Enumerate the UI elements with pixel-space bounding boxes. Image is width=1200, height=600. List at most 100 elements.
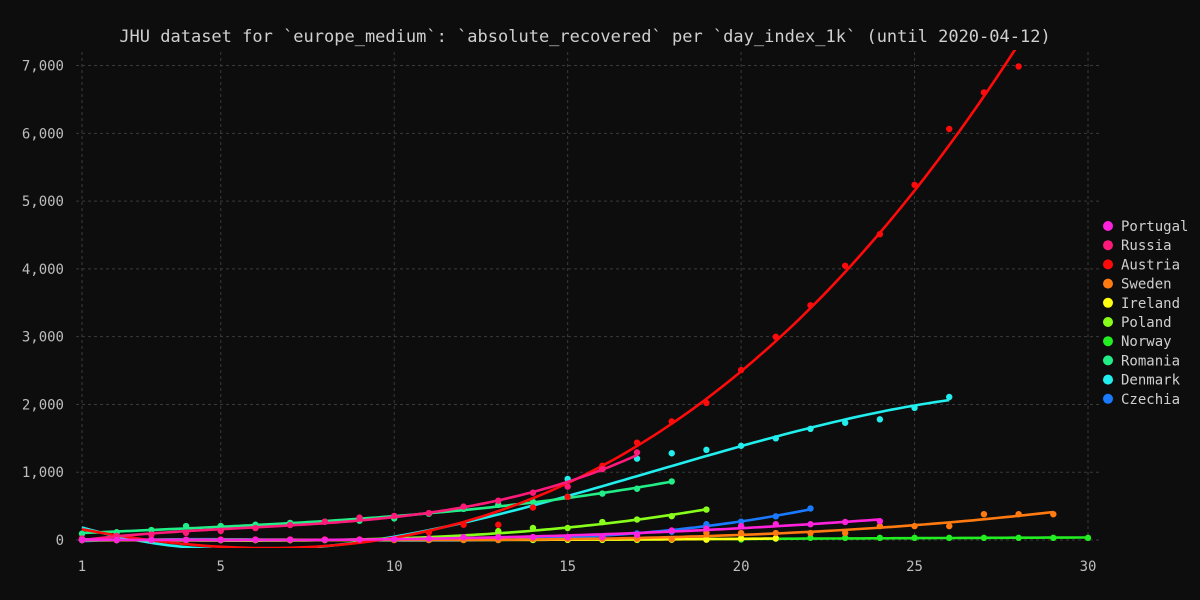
data-point: [564, 483, 571, 490]
data-point: [217, 527, 224, 535]
data-point: [772, 333, 779, 341]
data-point: [564, 493, 571, 501]
x-tick-label: 25: [906, 559, 923, 575]
data-point: [252, 536, 259, 543]
axes: 1 5 10 15 20 25 3001,0002,0003,0004,0005,0006,…: [22, 59, 1097, 575]
data-point: [529, 524, 537, 532]
y-tick-label: 1,000: [22, 465, 64, 481]
data-point: [460, 503, 467, 510]
data-point: [599, 533, 606, 541]
data-point: [495, 533, 502, 541]
data-point: [946, 393, 953, 401]
data-point: [529, 533, 537, 541]
data-point: [946, 125, 953, 133]
data-point: [841, 518, 849, 526]
data-point: [668, 535, 675, 543]
data-point: [113, 536, 120, 544]
data-point: [737, 518, 745, 525]
series-line: [81, 453, 638, 542]
data-point: [1050, 510, 1057, 518]
data-point: [599, 465, 606, 473]
y-tick-label: 4,000: [22, 262, 64, 278]
data-point: [703, 399, 710, 407]
data-point: [495, 521, 502, 528]
data-point: [703, 446, 710, 454]
data-point: [217, 522, 224, 530]
data-point: [529, 504, 537, 511]
data-point: [841, 529, 849, 537]
data-point: [807, 521, 814, 528]
data-point: [529, 489, 537, 496]
data-point: [841, 419, 849, 426]
data-point: [599, 518, 606, 526]
data-point: [911, 534, 918, 542]
legend-marker: [1103, 259, 1113, 270]
data-point: [876, 522, 884, 530]
data-point: [668, 512, 675, 520]
chart-title: JHU dataset for `europe_medium`: `absolu…: [119, 27, 1050, 47]
legend-marker: [1103, 374, 1113, 385]
legend-marker: [1103, 355, 1113, 366]
data-point: [633, 449, 641, 456]
data-point: [668, 478, 675, 485]
data-point: [668, 527, 675, 534]
data-point: [78, 530, 86, 537]
data-point: [703, 529, 710, 537]
data-point: [946, 534, 953, 542]
data-point: [1015, 63, 1022, 70]
x-tick-label: 10: [386, 559, 403, 575]
plot-area: [78, 50, 1092, 548]
data-point: [772, 513, 779, 520]
legend-label: Austria: [1121, 257, 1180, 273]
data-point: [772, 535, 779, 542]
data-point: [807, 534, 814, 542]
data-point: [182, 522, 190, 530]
data-point: [460, 533, 467, 541]
data-point: [217, 536, 224, 543]
data-point: [807, 302, 814, 309]
data-point: [425, 535, 433, 542]
data-point: [876, 534, 884, 542]
data-point: [772, 521, 779, 528]
legend-marker: [1103, 240, 1113, 251]
data-point: [148, 526, 155, 534]
data-point: [391, 535, 398, 543]
data-point: [737, 366, 745, 374]
x-tick-label: 5: [217, 559, 225, 575]
legend-label: Poland: [1121, 315, 1172, 331]
legend-label: Norway: [1121, 334, 1172, 350]
data-point: [737, 442, 745, 449]
data-point: [495, 497, 502, 504]
y-tick-label: 6,000: [22, 126, 64, 142]
series-line: [81, 518, 880, 542]
legend-label: Czechia: [1121, 392, 1180, 408]
data-point: [460, 521, 467, 528]
x-tick-label: 15: [559, 559, 576, 575]
legend: Portugal Russia Austria Sweden Ireland Poland…: [1103, 219, 1188, 408]
data-point: [78, 536, 86, 544]
legend-marker: [1103, 336, 1113, 347]
data-point: [980, 89, 988, 96]
data-point: [841, 262, 849, 269]
series-line: [81, 398, 950, 548]
data-point: [772, 435, 779, 442]
x-tick-label: 30: [1080, 559, 1097, 575]
data-point: [182, 536, 190, 544]
series-line: [81, 50, 1017, 548]
data-point: [495, 527, 502, 535]
y-tick-label: 2,000: [22, 397, 64, 413]
data-point: [807, 529, 814, 537]
y-tick-label: 0: [56, 533, 64, 549]
data-point: [772, 529, 779, 537]
data-point: [529, 498, 537, 506]
y-tick-label: 5,000: [22, 194, 64, 210]
data-point: [286, 521, 294, 529]
data-point: [564, 524, 571, 532]
x-tick-label: 1: [78, 559, 86, 575]
data-point: [1050, 534, 1057, 542]
grid: [76, 52, 1100, 544]
data-point: [946, 522, 953, 530]
data-point: [980, 534, 988, 542]
data-point: [148, 531, 155, 538]
